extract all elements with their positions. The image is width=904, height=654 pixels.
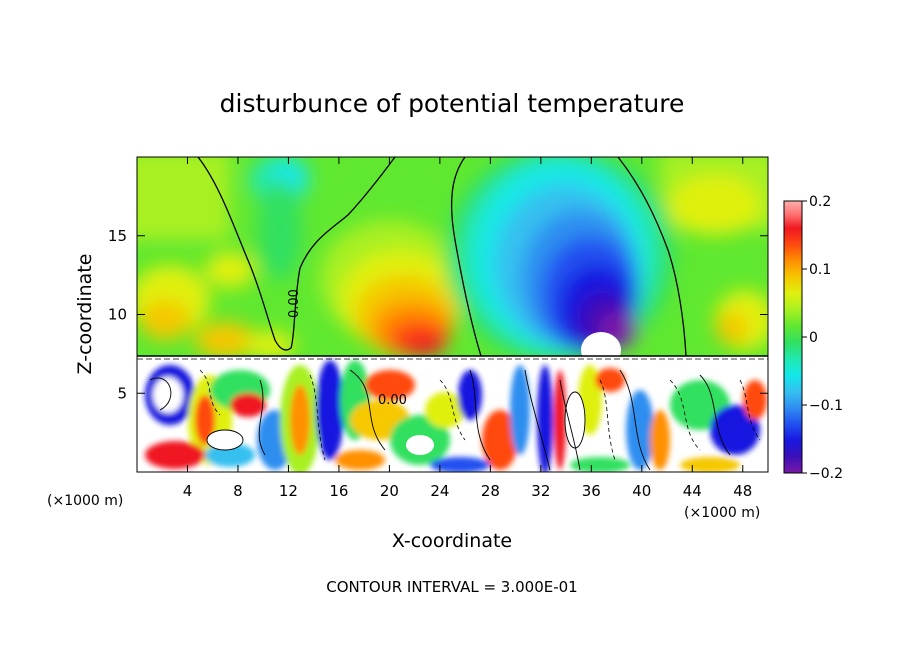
x-tick-label: 40	[632, 482, 651, 500]
chart-title: disturbunce of potential temperature	[220, 89, 685, 118]
layer-boundary	[137, 355, 768, 360]
contour-label-lower: 0.00	[378, 393, 407, 408]
x-tick-label: 16	[329, 482, 348, 500]
colorbar-tick-label: 0.2	[809, 194, 831, 210]
y-tick-label: 5	[117, 384, 127, 402]
x-axis-label: X-coordinate	[392, 530, 512, 552]
colorbar-ticks: 0.2 0.1 0 −0.1 −0.2	[802, 194, 843, 482]
x-tick-label: 8	[233, 482, 243, 500]
upper-field	[137, 157, 768, 356]
x-unit-left: (×1000 m)	[47, 493, 123, 509]
y-axis-label: Z-coordinate	[74, 254, 96, 375]
x-tick-label: 20	[380, 482, 399, 500]
x-tick-label: 12	[279, 482, 298, 500]
x-tick-label: 28	[481, 482, 500, 500]
colorbar: 0.2 0.1 0 −0.1 −0.2	[783, 194, 843, 482]
colorbar-tick-label: 0	[809, 330, 818, 346]
y-tick-label: 10	[108, 306, 127, 324]
x-tick-label: 24	[430, 482, 449, 500]
y-tick-label: 15	[108, 227, 127, 245]
colorbar-tick-label: −0.2	[809, 466, 843, 482]
x-tick-label: 48	[733, 482, 752, 500]
contour-interval-note: CONTOUR INTERVAL = 3.000E-01	[326, 578, 577, 596]
colorbar-tick-label: 0.1	[809, 262, 831, 278]
x-tick-label: 4	[183, 482, 193, 500]
lower-field	[137, 356, 768, 472]
colorbar-scale	[783, 200, 803, 474]
x-unit-right: (×1000 m)	[684, 505, 760, 521]
x-tick-label: 36	[582, 482, 601, 500]
contour-label-upper: 0.00	[287, 289, 302, 318]
colorbar-tick-label: −0.1	[809, 398, 843, 414]
x-tick-label: 32	[531, 482, 550, 500]
x-tick-label: 44	[683, 482, 702, 500]
